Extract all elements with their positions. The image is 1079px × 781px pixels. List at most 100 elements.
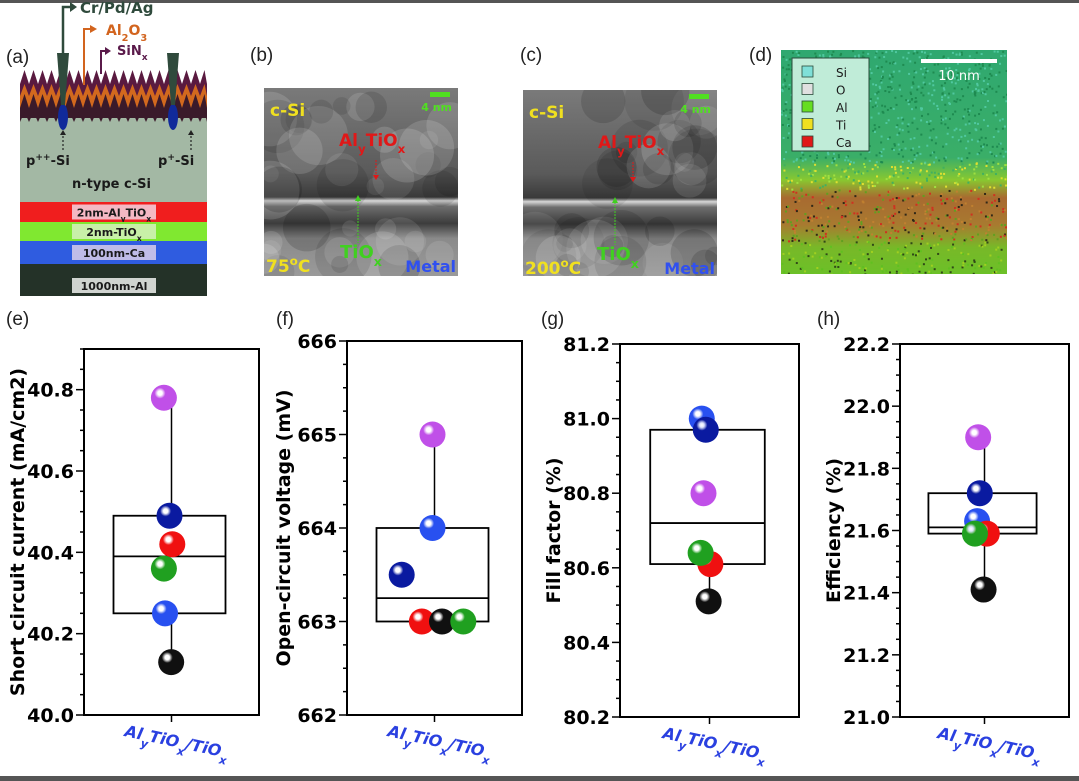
data-point-black (429, 608, 456, 635)
scale-bar-label: 10 nm (938, 69, 980, 84)
y-tick-label: 40.6 (27, 461, 74, 483)
y-axis-label: Fill factor (%) (543, 457, 565, 603)
tem-texture (324, 237, 355, 268)
y-tick-label: 80.4 (563, 632, 610, 654)
tem-texture (375, 217, 425, 266)
bottom-border (0, 776, 1079, 781)
label-n-type-c-si: n-type c-Si (72, 177, 151, 192)
label-temperature: 200oC (525, 256, 581, 276)
tem-texture (404, 230, 427, 253)
panel-label-c: (c) (520, 45, 543, 66)
label-tiox: TiOx (597, 244, 639, 271)
tem-background (264, 88, 458, 276)
tem-texture (552, 217, 605, 269)
tem-texture (535, 235, 581, 276)
y-tick-label: 21.2 (843, 645, 890, 667)
y-tick-label: 21.0 (843, 707, 890, 729)
tem-background (523, 90, 717, 276)
stack-layer-label: 100nm-Ca (83, 247, 145, 260)
panel-label-g: (g) (541, 309, 565, 330)
label-alytiox: AlyTiOx (339, 131, 406, 156)
label-al2o3: Al2O3 (106, 23, 147, 44)
tem-texture (523, 229, 577, 276)
y-tick-label: 666 (297, 331, 337, 353)
tem-texture (372, 158, 415, 200)
tem-texture (282, 203, 331, 252)
y-tick-label: 81.0 (563, 409, 610, 431)
tem-texture (580, 216, 628, 264)
label-sinx: SiNx (117, 44, 148, 63)
tem-texture (555, 253, 579, 276)
arrow-icon (60, 130, 66, 135)
data-point-red (159, 531, 186, 558)
y-tick-label: 664 (297, 518, 337, 540)
scale-bar-label: 4 nm (421, 101, 452, 114)
legend-label-ca: Ca (836, 136, 852, 150)
tem-texture (264, 166, 302, 213)
data-point-green (450, 608, 477, 635)
p-plus-plus-region (58, 104, 68, 130)
legend-swatch-ti (801, 118, 814, 130)
tem-texture (582, 158, 633, 209)
y-tick-label: 80.8 (563, 483, 610, 505)
tem-texture (657, 119, 701, 164)
tem-texture (556, 235, 573, 252)
panel-label-f: (f) (276, 309, 294, 330)
scale-bar (430, 92, 450, 97)
data-point-green (150, 555, 177, 582)
plot-frame (619, 343, 800, 718)
panel-label-h: (h) (817, 309, 841, 330)
y-tick-label: 22.0 (843, 396, 890, 418)
x-category-label: AlyTiOx/TiOx (383, 721, 494, 767)
arrow-icon (612, 197, 618, 203)
chart-f-open-circuit-voltage: 662 663 664 665 666 Open-circuit voltage (mV)… (273, 331, 523, 767)
tem-texture (276, 127, 323, 175)
tem-texture (689, 105, 717, 139)
panel-label-b: (b) (250, 45, 274, 66)
y-tick-label: 80.2 (563, 707, 610, 729)
legend-label-si: Si (836, 66, 847, 80)
metal-contact (167, 53, 179, 105)
label-metal: Metal (664, 259, 715, 276)
tem-texture (645, 216, 675, 246)
tem-texture (380, 128, 435, 183)
stack-layer-label: 1000nm-Al (81, 280, 148, 293)
tem-texture (611, 119, 668, 177)
data-point-navy (388, 561, 415, 588)
tem-texture (593, 210, 650, 266)
tem-texture (378, 245, 421, 276)
data-point-red (408, 608, 435, 635)
tem-texture (674, 152, 695, 172)
arrow-icon (70, 2, 77, 12)
tem-texture (264, 160, 300, 220)
y-axis-label: Open-circuit voltage (mV) (273, 389, 295, 666)
tem-texture (280, 104, 312, 136)
panel-label-a: (a) (6, 47, 30, 68)
tem-texture (641, 123, 694, 176)
tem-texture (288, 106, 348, 166)
tem-texture (264, 91, 298, 147)
tem-texture (415, 152, 441, 178)
stack-layer-label-box (72, 278, 156, 293)
tem-texture (671, 90, 717, 136)
tem-texture (594, 235, 647, 276)
tem-texture (566, 219, 625, 276)
data-point-black (695, 588, 722, 615)
y-tick-label: 662 (297, 705, 337, 727)
stack-layer-label: 2nm-AlyTiOx (77, 207, 151, 224)
label-p-plus-si: p+-Si (158, 153, 194, 169)
tem-texture (398, 120, 455, 176)
y-tick-label: 40.0 (27, 705, 74, 727)
tem-texture (705, 246, 717, 266)
tem-texture (569, 262, 589, 276)
data-point-black (970, 576, 997, 603)
panel-label-e: (e) (6, 309, 30, 330)
panel-d-eds-map: Si O Al Ti Ca 10 nm (781, 50, 1007, 274)
tem-texture (419, 130, 439, 150)
label-metal: Metal (405, 257, 456, 276)
tem-texture (371, 126, 398, 153)
y-tick-label: 21.4 (843, 583, 890, 605)
tem-texture (426, 102, 458, 150)
y-tick-label: 80.6 (563, 558, 610, 580)
tem-texture (316, 159, 369, 212)
